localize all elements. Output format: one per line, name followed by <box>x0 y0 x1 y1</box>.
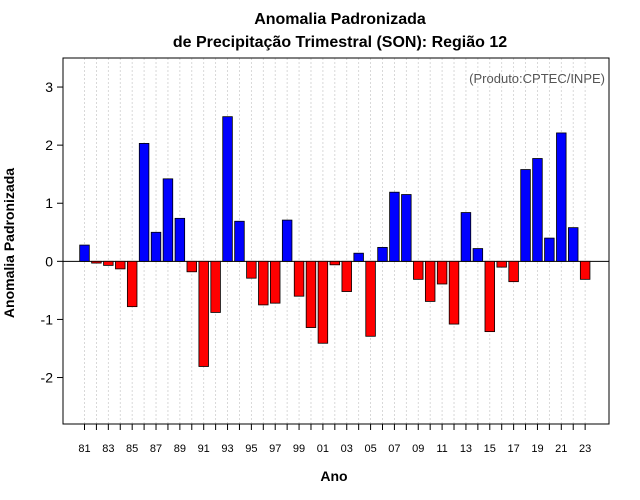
bar <box>460 212 472 262</box>
y-tick-label: -2 <box>41 370 54 386</box>
x-tick-label: 97 <box>269 443 281 455</box>
bar <box>365 260 376 337</box>
bar <box>91 260 102 264</box>
bar <box>377 246 388 262</box>
bar <box>246 260 257 279</box>
x-tick-label: 21 <box>555 443 567 455</box>
x-tick-label: 99 <box>293 443 305 455</box>
bars <box>79 116 591 367</box>
bar <box>401 194 412 262</box>
bar <box>341 260 352 292</box>
x-tick-label: 87 <box>150 443 162 455</box>
x-tick-label: 05 <box>364 443 376 455</box>
bar <box>210 260 221 313</box>
bar <box>162 178 174 262</box>
y-tick-label: 1 <box>45 195 53 211</box>
y-tick-label: 3 <box>45 79 53 95</box>
bar <box>186 260 197 273</box>
y-tick-label: -1 <box>41 311 54 327</box>
x-tick-label: 09 <box>412 443 424 455</box>
bar <box>329 260 341 266</box>
bar <box>281 219 293 262</box>
gridlines <box>84 58 586 424</box>
bar <box>544 237 555 262</box>
chart-title-line1: Anomalia Padronizada <box>254 11 426 28</box>
bar <box>472 248 484 262</box>
bar <box>234 220 245 262</box>
bar <box>126 260 138 308</box>
bar <box>222 116 233 262</box>
x-tick-label: 15 <box>484 443 496 455</box>
x-axis-label: Ano <box>320 468 347 484</box>
bar <box>317 260 329 344</box>
bar <box>484 260 495 333</box>
bar <box>568 227 579 262</box>
y-tick-label: 0 <box>45 253 53 269</box>
x-axis: 81 83 85 87 89 91 93 95 97 99 01 03 05 07 09 11 13 15 17 19… <box>78 424 591 455</box>
bar <box>556 132 567 262</box>
bar <box>198 260 209 367</box>
bar <box>353 252 364 262</box>
bar <box>174 217 186 262</box>
bar <box>532 158 543 262</box>
bar <box>389 191 400 262</box>
bar <box>508 260 519 283</box>
chart-title-line2: de Precipitação Trimestral (SON): Região… <box>173 34 507 51</box>
x-tick-label: 89 <box>174 443 186 455</box>
x-tick-label: 03 <box>341 443 353 455</box>
bar <box>448 260 460 325</box>
x-tick-label: 83 <box>102 443 114 455</box>
bar <box>150 231 162 262</box>
x-tick-label: 13 <box>460 443 472 455</box>
bar <box>496 260 507 268</box>
y-axis-label: Anomalia Padronizada <box>1 168 17 318</box>
bar <box>293 260 305 297</box>
bar <box>436 260 448 285</box>
bar <box>138 142 150 262</box>
bar <box>103 260 114 266</box>
x-tick-label: 17 <box>507 443 519 455</box>
x-tick-label: 81 <box>78 443 90 455</box>
x-tick-label: 23 <box>579 443 591 455</box>
bar <box>115 260 126 270</box>
plot-frame <box>62 57 610 425</box>
credit-label: (Produto:CPTEC/INPE) <box>469 71 605 86</box>
x-tick-label: 19 <box>531 443 543 455</box>
x-tick-label: 91 <box>198 443 210 455</box>
x-tick-label: 85 <box>126 443 138 455</box>
x-tick-label: 11 <box>436 443 447 455</box>
bar <box>79 244 90 262</box>
bar <box>579 260 591 280</box>
x-tick-label: 07 <box>388 443 400 455</box>
bar <box>258 260 269 306</box>
y-tick-label: 2 <box>45 137 53 153</box>
bar <box>270 260 281 304</box>
bar <box>413 260 424 280</box>
bar <box>305 260 317 328</box>
y-axis: 3 2 1 0 -1 -2 <box>41 79 63 386</box>
bar <box>520 169 531 262</box>
x-tick-label: 01 <box>317 443 329 455</box>
bar <box>424 260 436 302</box>
x-tick-label: 93 <box>221 443 233 455</box>
x-tick-label: 95 <box>245 443 257 455</box>
